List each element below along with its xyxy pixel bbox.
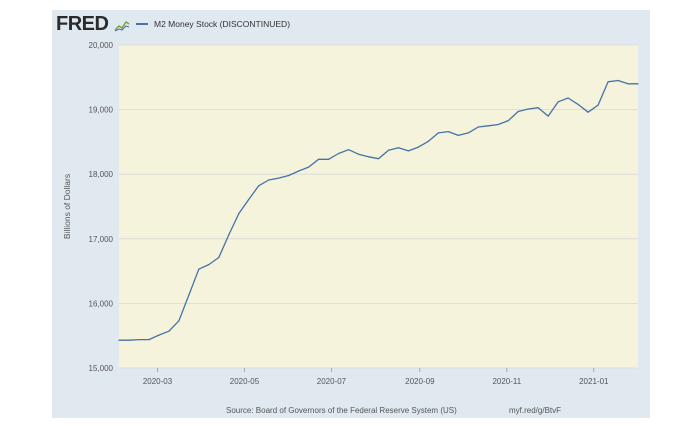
data-point: [537, 107, 539, 109]
y-tick-label: 18,000: [89, 170, 114, 179]
data-point: [597, 104, 599, 106]
data-point: [138, 339, 140, 341]
y-axis-title: Billions of Dollars: [62, 174, 72, 239]
x-tick-label: 2021-01: [579, 377, 609, 386]
data-point: [288, 174, 290, 177]
data-point: [328, 158, 330, 160]
y-tick-label: 16,000: [89, 299, 114, 308]
data-point: [507, 120, 509, 122]
data-point: [567, 97, 569, 99]
data-point: [208, 264, 210, 266]
x-tick-label: 2020-09: [405, 377, 435, 386]
series-layer: [118, 79, 639, 341]
data-point: [417, 146, 419, 148]
source-note: Source: Board of Governors of the Federa…: [226, 406, 457, 415]
data-point: [547, 115, 549, 117]
y-tick-label: 17,000: [89, 235, 114, 244]
data-point: [338, 152, 340, 155]
short-link[interactable]: myf.red/g/BtvF: [509, 406, 562, 415]
y-tick-label: 20,000: [89, 41, 114, 50]
data-point: [238, 213, 240, 215]
legend-swatch: [136, 23, 148, 25]
data-point: [278, 177, 280, 179]
data-point: [248, 198, 250, 200]
data-point: [148, 339, 150, 341]
data-point: [437, 132, 439, 134]
data-point: [128, 339, 130, 341]
x-tick-label: 2020-11: [492, 377, 521, 386]
data-point: [487, 125, 489, 127]
chart-footer: Source: Board of Governors of the Federa…: [52, 403, 650, 417]
y-axis-ticks: 15,000 16,000 17,000 18,000 19,000 20,000: [89, 41, 114, 373]
chart-frame: FRED M2 Money Stock (DISCONTINUED) 15,00…: [52, 10, 650, 418]
data-point: [517, 110, 519, 113]
legend-label: M2 Money Stock (DISCONTINUED): [154, 19, 291, 29]
data-point: [617, 79, 619, 82]
data-point: [447, 131, 449, 133]
data-point: [268, 179, 270, 181]
data-point: [258, 185, 260, 187]
data-point: [427, 140, 429, 142]
gridlines: [119, 44, 638, 369]
data-point: [497, 123, 499, 126]
data-point: [627, 83, 629, 85]
data-point: [178, 320, 180, 322]
data-point: [357, 153, 360, 155]
x-tick-label: 2020-07: [317, 377, 347, 386]
data-point: [228, 234, 230, 236]
data-point: [188, 294, 190, 296]
data-point: [587, 111, 589, 113]
data-point: [158, 334, 160, 336]
data-point: [348, 149, 350, 151]
data-point: [557, 101, 559, 103]
plot-area: [119, 45, 638, 368]
data-point: [318, 158, 320, 160]
data-point: [367, 156, 370, 158]
x-tick-label: 2020-05: [230, 377, 260, 386]
data-point: [467, 132, 469, 134]
data-point: [457, 134, 459, 136]
data-point: [118, 339, 120, 341]
data-point: [218, 256, 220, 259]
data-point: [577, 103, 579, 105]
data-point: [387, 149, 390, 151]
chart-legend[interactable]: M2 Money Stock (DISCONTINUED): [136, 19, 290, 29]
x-axis-ticks: 2020-03 2020-05 2020-07 2020-09 2020-11 2021-…: [143, 368, 609, 386]
data-point: [198, 268, 200, 270]
data-point: [308, 166, 310, 168]
data-point: [477, 126, 479, 128]
fred-logo[interactable]: FRED: [56, 13, 109, 35]
chart-header: FRED M2 Money Stock (DISCONTINUED): [52, 10, 650, 44]
data-point: [168, 330, 170, 332]
data-point: [637, 83, 639, 85]
x-tick-label: 2020-03: [143, 377, 173, 386]
line-chart[interactable]: 15,000 16,000 17,000 18,000 19,000 20,000 202…: [52, 10, 650, 403]
data-point: [377, 158, 380, 160]
y-tick-label: 15,000: [89, 364, 114, 373]
data-point: [397, 147, 400, 149]
data-point: [607, 81, 609, 83]
data-point: [298, 170, 300, 172]
y-tick-label: 19,000: [89, 106, 114, 115]
data-point: [407, 150, 409, 152]
fred-logo-chart-icon: [114, 18, 130, 32]
data-point: [527, 108, 529, 110]
